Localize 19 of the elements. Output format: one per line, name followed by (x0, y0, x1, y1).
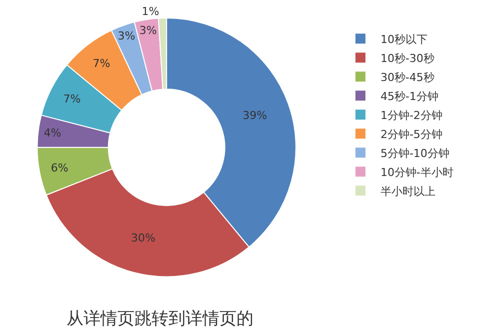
data-label: 7% (63, 92, 81, 106)
text: 从详情页跳转到详情页的 (66, 308, 254, 329)
data-label: 7% (92, 56, 110, 70)
legend-label: 2分钟-5分钟 (380, 128, 442, 141)
data-label: 1% (142, 5, 160, 18)
data-label: 3% (139, 24, 157, 38)
data-label: 6% (50, 161, 68, 174)
legend-label: 10分钟-半小时 (380, 166, 454, 179)
legend-label: 45秒-1分钟 (380, 90, 438, 103)
legend-label: 半小时以上 (380, 184, 436, 198)
data-label: 4% (44, 126, 62, 140)
legend-label: 1分钟-2分钟 (380, 108, 442, 122)
data-label: 3% (118, 30, 136, 43)
legend-label: 10秒以下 (380, 32, 428, 46)
legend-label: 30秒-45秒 (380, 70, 434, 84)
data-label: 30% (131, 232, 156, 245)
legend-label: 5分钟-10分钟 (380, 146, 450, 160)
data-label: 39% (242, 109, 268, 122)
legend-label: 10秒-30秒 (380, 52, 434, 65)
